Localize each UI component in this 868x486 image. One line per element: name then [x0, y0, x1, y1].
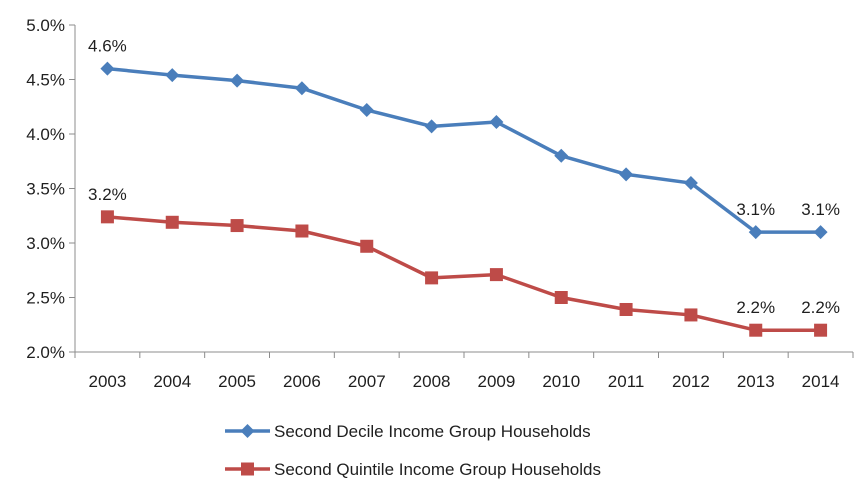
y-tick-label: 4.0%	[26, 125, 65, 144]
y-tick-label: 5.0%	[26, 16, 65, 35]
data-point-marker	[425, 271, 439, 285]
data-point-marker	[619, 167, 634, 182]
data-point-marker	[424, 119, 439, 134]
data-label: 4.6%	[88, 37, 127, 56]
legend-marker	[240, 424, 255, 438]
x-tick-label: 2005	[218, 372, 256, 391]
data-point-marker	[230, 73, 245, 88]
data-label: 2.2%	[801, 298, 840, 317]
series-line	[107, 66, 821, 234]
data-point-marker	[294, 81, 309, 96]
x-tick-label: 2014	[802, 372, 840, 391]
data-point-marker	[619, 302, 633, 316]
legend-label: Second Quintile Income Group Households	[274, 460, 601, 479]
data-point-marker	[554, 148, 569, 163]
data-point-marker	[748, 225, 763, 240]
y-tick-label: 4.5%	[26, 71, 65, 90]
data-point-marker	[749, 323, 763, 337]
x-tick-label: 2008	[413, 372, 451, 391]
data-point-marker	[360, 239, 374, 253]
data-label: 2.2%	[736, 298, 775, 317]
data-label: 3.2%	[88, 185, 127, 204]
y-tick-label: 2.0%	[26, 343, 65, 362]
legend-marker	[241, 462, 254, 476]
x-tick-label: 2011	[608, 372, 645, 391]
data-point-marker	[165, 68, 180, 83]
y-tick-label: 3.5%	[26, 180, 65, 199]
legend-label: Second Decile Income Group Households	[274, 422, 591, 441]
data-point-marker	[554, 291, 568, 304]
x-tick-label: 2007	[348, 372, 386, 391]
data-point-marker	[683, 176, 698, 191]
data-label: 3.1%	[736, 200, 775, 219]
x-tick-label: 2006	[283, 372, 321, 391]
data-point-marker	[359, 103, 374, 118]
x-tick-label: 2004	[153, 372, 191, 391]
data-point-marker	[489, 268, 503, 282]
data-point-marker	[100, 61, 115, 76]
data-point-marker	[295, 224, 309, 238]
x-tick-label: 2013	[737, 372, 775, 391]
x-tick-label: 2003	[89, 372, 127, 391]
x-tick-label: 2012	[672, 372, 710, 391]
series-line	[107, 215, 821, 332]
y-tick-label: 2.5%	[26, 289, 65, 308]
data-point-marker	[165, 215, 179, 229]
x-tick-label: 2009	[478, 372, 516, 391]
data-point-marker	[489, 115, 504, 130]
y-tick-label: 3.0%	[26, 234, 65, 253]
data-point-marker	[684, 308, 698, 322]
x-tick-label: 2010	[542, 372, 580, 391]
data-point-marker	[814, 323, 828, 337]
data-point-marker	[100, 210, 114, 224]
data-point-marker	[230, 219, 244, 233]
data-label: 3.1%	[801, 200, 840, 219]
data-point-marker	[813, 225, 828, 240]
